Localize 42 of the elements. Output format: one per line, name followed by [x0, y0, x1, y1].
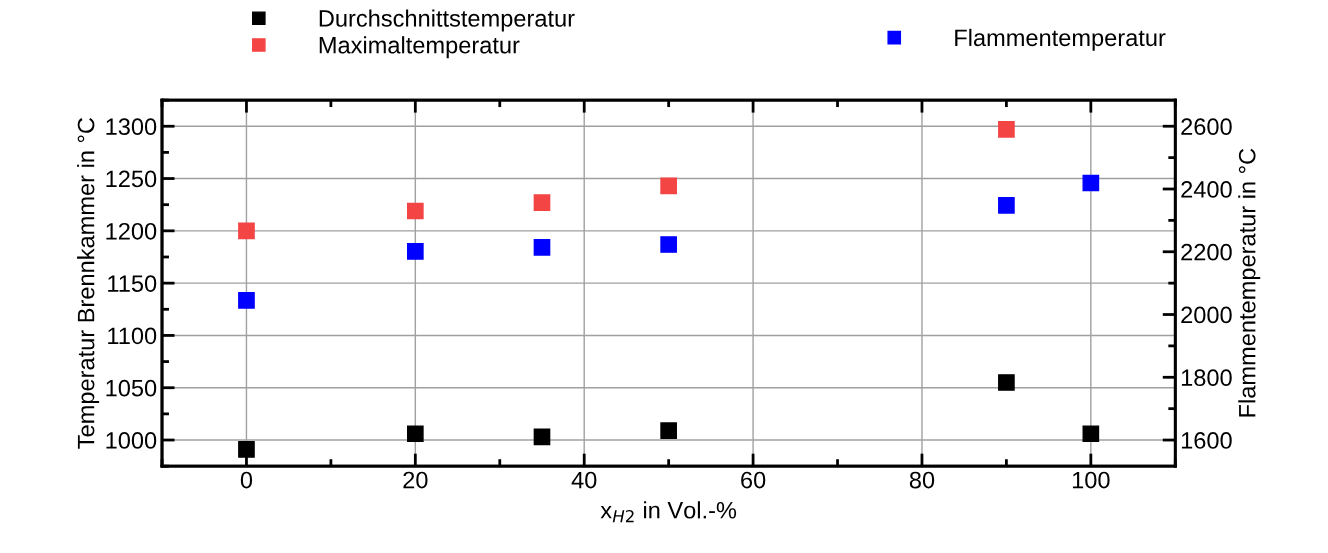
y-tick-label: 1100: [108, 327, 157, 345]
y2-tick-label: 1800: [1181, 369, 1232, 387]
y-tick-label: 1300: [106, 118, 157, 136]
x-tick-label: 40: [571, 471, 597, 489]
point: [660, 422, 677, 439]
y2-tick-label: 2600: [1181, 118, 1232, 136]
point: [660, 236, 677, 253]
legend-label: Durchschnittstemperatur: [319, 9, 575, 32]
y-tick-label: 1050: [106, 379, 157, 397]
x-tick-label: 0: [240, 471, 253, 489]
x-tick-label: 100: [1072, 471, 1110, 489]
x-axis-title: x$_{H2}$ in Vol.-%: [600, 501, 737, 523]
point: [998, 121, 1015, 138]
y2-tick-label: 1600: [1181, 432, 1232, 449]
y2-tick-label: 2200: [1181, 243, 1232, 261]
y-tick-label: 1200: [106, 222, 157, 240]
point: [998, 374, 1015, 391]
point: [406, 202, 424, 220]
legend-label: Flammentemperatur: [955, 28, 1166, 51]
point: [533, 194, 551, 211]
point: [1082, 174, 1100, 192]
point: [238, 292, 255, 309]
y2-tick-label: 2000: [1181, 306, 1232, 324]
x-tick-label: 60: [741, 471, 766, 489]
point: [238, 441, 255, 458]
point: [998, 196, 1015, 214]
point: [1082, 425, 1100, 443]
point: [406, 425, 424, 443]
y-tick-label: 1250: [106, 170, 157, 188]
point: [533, 239, 551, 256]
y-axis-title: Temperatur Brennkammer in °C: [77, 117, 100, 449]
y2-axis-title: Flammentemperatur in °C: [1238, 148, 1261, 417]
x-tick-label: 80: [909, 471, 935, 489]
legend-label: Maximaltemperatur: [319, 36, 520, 59]
point: [533, 428, 551, 446]
y-tick-label: 1150: [108, 275, 157, 292]
y2-tick-label: 2400: [1181, 181, 1232, 198]
x-tick-label: 20: [403, 471, 428, 489]
point: [660, 177, 677, 195]
point: [238, 222, 255, 240]
point: [406, 243, 424, 260]
y-tick-label: 1000: [106, 432, 157, 449]
